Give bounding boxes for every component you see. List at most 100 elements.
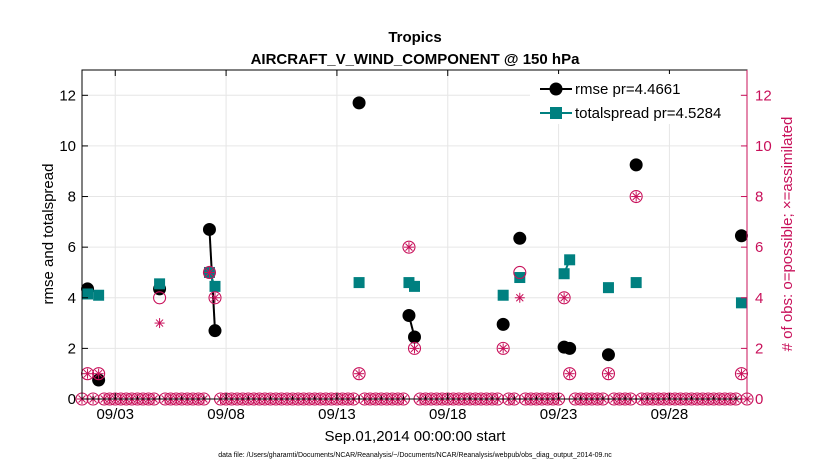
obs-possible-marker <box>496 341 510 355</box>
obs-assimilated-marker <box>559 292 570 303</box>
y-right-tick-label: 6 <box>755 239 763 256</box>
rmse-point <box>496 317 510 331</box>
obs-possible-marker <box>352 367 366 381</box>
rmse-point <box>563 341 577 355</box>
obs-assimilated-marker <box>354 368 365 379</box>
totalspread-point <box>564 254 576 266</box>
legend-box <box>530 74 740 124</box>
obs-possible-marker <box>92 367 106 381</box>
obs-assimilated-stroke <box>604 369 613 378</box>
obs-assimilated-marker <box>498 343 509 354</box>
y-tick-label: 2 <box>68 340 76 357</box>
data-file-footnote: data file: /Users/gharamti/Documents/NCA… <box>218 452 612 459</box>
rmse-point <box>513 231 527 245</box>
obs-assimilated-marker <box>93 368 104 379</box>
obs-assimilated-marker <box>154 318 165 329</box>
obs-assimilated-stroke <box>94 369 103 378</box>
rmse-point <box>734 229 748 243</box>
x-tick-label: 09/13 <box>318 406 356 423</box>
obs-assimilated-stroke <box>355 369 363 378</box>
obs-assimilated-stroke <box>83 369 92 378</box>
rmse-point <box>601 348 615 362</box>
legend: rmse pr=4.4661 totalspread pr=4.5284 <box>530 74 740 124</box>
obs-assimilated-stroke <box>632 192 641 201</box>
obs-possible-marker <box>208 291 222 305</box>
y-right-tick-label: 4 <box>755 290 763 307</box>
y-axis-label: rmse and totalspread <box>40 164 57 305</box>
obs-assimilated-marker <box>564 368 575 379</box>
x-tick-label: 09/03 <box>96 406 134 423</box>
totalspread-point <box>82 288 94 300</box>
y-right-tick-label: 8 <box>755 189 763 206</box>
y-tick-label: 0 <box>68 391 76 408</box>
x-tick-label: 09/08 <box>207 406 245 423</box>
grid <box>82 70 747 400</box>
legend-rmse-label: rmse pr=4.4661 <box>575 81 680 98</box>
x-tick-label: 09/18 <box>429 406 467 423</box>
series-layer <box>81 96 748 387</box>
totalspread-point <box>209 280 221 292</box>
legend-totalspread-marker <box>550 107 562 119</box>
obs-assimilated-stroke <box>155 319 164 327</box>
y-tick-label: 6 <box>68 239 76 256</box>
y-tick-label: 10 <box>59 138 76 155</box>
axes: 0 0 2 2 4 4 6 6 8 8 10 10 12 12 09/03 09/08 09/13 09/18 09… <box>59 70 772 423</box>
chart-title: Tropics <box>388 29 441 46</box>
obs-assimilated-stroke <box>205 268 214 277</box>
rmse-point <box>408 330 421 344</box>
obs-assimilated-marker <box>736 368 747 379</box>
totalspread-point <box>403 277 415 289</box>
obs-assimilated-stroke <box>565 369 574 378</box>
obs-assimilated-marker <box>82 368 93 379</box>
y-tick-label: 8 <box>68 189 76 206</box>
totalspread-point <box>154 278 166 290</box>
legend-rmse-marker <box>549 82 563 96</box>
obs-assimilated-marker <box>603 368 614 379</box>
obs-possible-marker <box>563 367 577 381</box>
x-tick-label: 09/23 <box>540 406 578 423</box>
obs-possible-marker <box>629 189 643 204</box>
obs-possible-marker <box>601 367 616 381</box>
chart-subtitle: AIRCRAFT_V_WIND_COMPONENT @ 150 hPa <box>251 51 581 68</box>
totalspread-point <box>497 289 509 301</box>
totalspread-point <box>735 297 747 309</box>
obs-assimilated-stroke <box>211 293 219 302</box>
y-right-tick-label: 10 <box>755 138 772 155</box>
obs-assimilated-stroke <box>499 344 508 353</box>
totalspread-point <box>409 280 420 292</box>
obs-assimilated-marker <box>204 267 215 278</box>
rmse-point <box>402 308 416 322</box>
totalspread-point <box>93 289 105 301</box>
obs-possible-marker <box>153 291 167 305</box>
obs-assimilated-marker <box>631 191 642 202</box>
rmse-point <box>629 158 643 172</box>
obs-assimilated-stroke <box>560 293 568 302</box>
y-tick-label: 4 <box>68 290 76 307</box>
y-axis-right-label: # of obs: o=possible; ×=assimilated <box>779 117 796 352</box>
obs-possible-marker <box>557 291 571 305</box>
y-tick-label: 12 <box>59 87 76 104</box>
y-right-tick-label: 2 <box>755 340 763 357</box>
obs-possible-marker <box>202 265 217 280</box>
obs-possible-marker <box>402 240 416 254</box>
obs-assimilated-stroke <box>515 293 524 302</box>
obs-assimilated-marker <box>403 242 414 253</box>
totalspread-point <box>558 268 570 280</box>
rmse-point <box>352 96 366 110</box>
totalspread-point <box>602 282 614 294</box>
y-right-tick-label: 0 <box>755 391 763 408</box>
obs-assimilated-marker <box>409 343 420 354</box>
totalspread-point <box>353 277 365 289</box>
rmse-point <box>202 222 216 236</box>
x-axis-label: Sep.01,2014 00:00:00 start <box>325 428 507 445</box>
obs-assimilated-marker <box>210 292 220 303</box>
obs-assimilated-stroke <box>405 243 413 252</box>
y-right-tick-label: 12 <box>755 87 772 104</box>
totalspread-point <box>514 272 526 284</box>
x-tick-label: 09/28 <box>651 406 689 423</box>
obs-assimilated-stroke <box>410 344 419 353</box>
obs-possible-marker <box>513 265 527 280</box>
rmse-point <box>208 324 222 338</box>
totalspread-point <box>630 277 642 289</box>
